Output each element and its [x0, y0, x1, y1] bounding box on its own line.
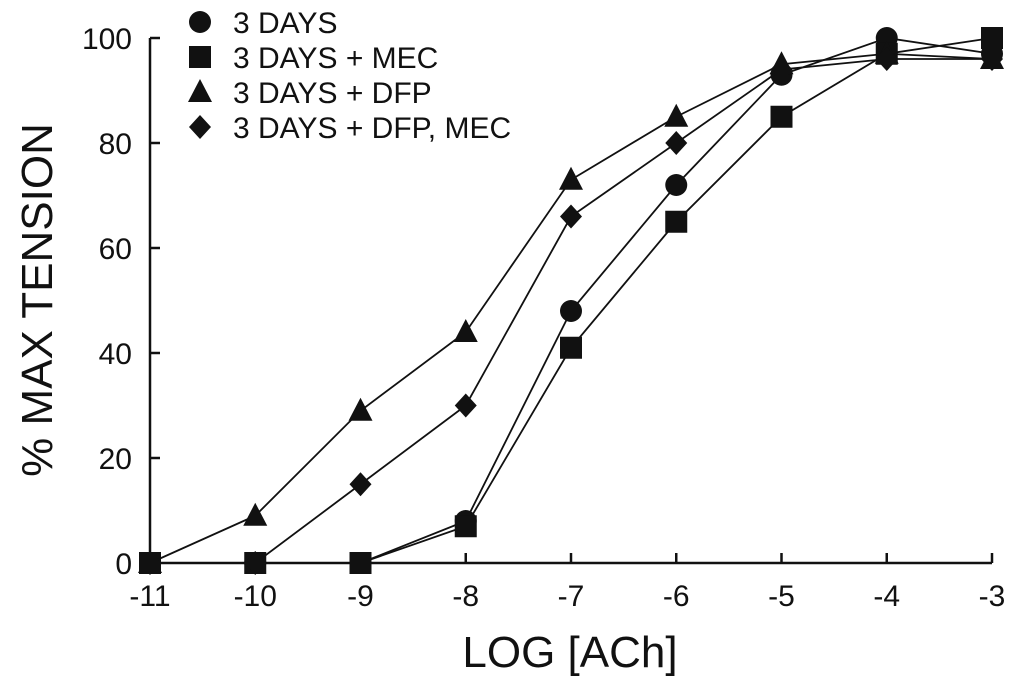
- y-tick-label: 20: [99, 443, 132, 476]
- data-point-square: [770, 105, 793, 128]
- data-point-triangle: [453, 319, 478, 342]
- legend-label: 3 DAYS + MEC: [233, 42, 438, 75]
- series-layer: [138, 27, 1004, 575]
- legend-label: 3 DAYS: [233, 7, 338, 40]
- axes: -11 -10 -9 -8 -7 -6 -5 -4 -3 0 20 40 60 80 100: [82, 23, 1005, 613]
- data-point-diamond: [454, 393, 477, 418]
- data-point-square: [454, 515, 477, 538]
- data-point-diamond: [981, 47, 1003, 71]
- x-tick-label: -3: [979, 580, 1006, 613]
- legend-marker-triangle: [188, 79, 212, 102]
- data-point-square: [349, 552, 372, 574]
- data-point-square: [665, 210, 688, 233]
- legend-label: 3 DAYS + DFP, MEC: [233, 112, 511, 145]
- data-point-diamond: [665, 131, 688, 155]
- x-tick-label: -6: [663, 580, 690, 613]
- legend-marker-circle: [189, 11, 211, 33]
- x-tick-label: -5: [768, 580, 795, 613]
- data-point-triangle: [559, 166, 583, 190]
- data-point-triangle: [664, 103, 689, 127]
- data-point-diamond: [139, 551, 161, 575]
- data-point-diamond: [349, 472, 372, 497]
- y-axis-label: % MAX TENSION: [13, 123, 62, 477]
- data-point-square: [560, 336, 582, 359]
- data-point-square: [981, 27, 1003, 49]
- x-tick-label: -10: [234, 580, 277, 613]
- data-point-triangle: [348, 397, 373, 421]
- data-point-circle: [665, 174, 688, 196]
- legend-marker-diamond: [189, 115, 211, 139]
- x-tick-label: -11: [129, 580, 170, 613]
- data-point-triangle: [243, 502, 268, 526]
- y-tick-label: 0: [115, 548, 132, 581]
- x-tick-label: -4: [873, 580, 900, 613]
- y-tick-label: 60: [99, 233, 132, 266]
- x-tick-label: -9: [347, 580, 374, 613]
- data-point-diamond: [770, 57, 793, 82]
- y-tick-label: 80: [99, 128, 132, 161]
- series-diamond: [139, 47, 1003, 575]
- x-tick-label: -7: [558, 580, 585, 613]
- y-tick-label: 40: [99, 338, 132, 371]
- x-axis-label: LOG [ACh]: [462, 628, 677, 677]
- data-point-circle: [560, 300, 582, 322]
- data-point-diamond: [875, 47, 898, 71]
- y-tick-label: 100: [82, 23, 132, 56]
- legend-marker-square: [189, 46, 211, 68]
- x-tick-label: -8: [452, 580, 479, 613]
- data-point-diamond: [560, 204, 582, 229]
- legend-label: 3 DAYS + DFP: [233, 77, 432, 110]
- data-point-diamond: [244, 551, 267, 575]
